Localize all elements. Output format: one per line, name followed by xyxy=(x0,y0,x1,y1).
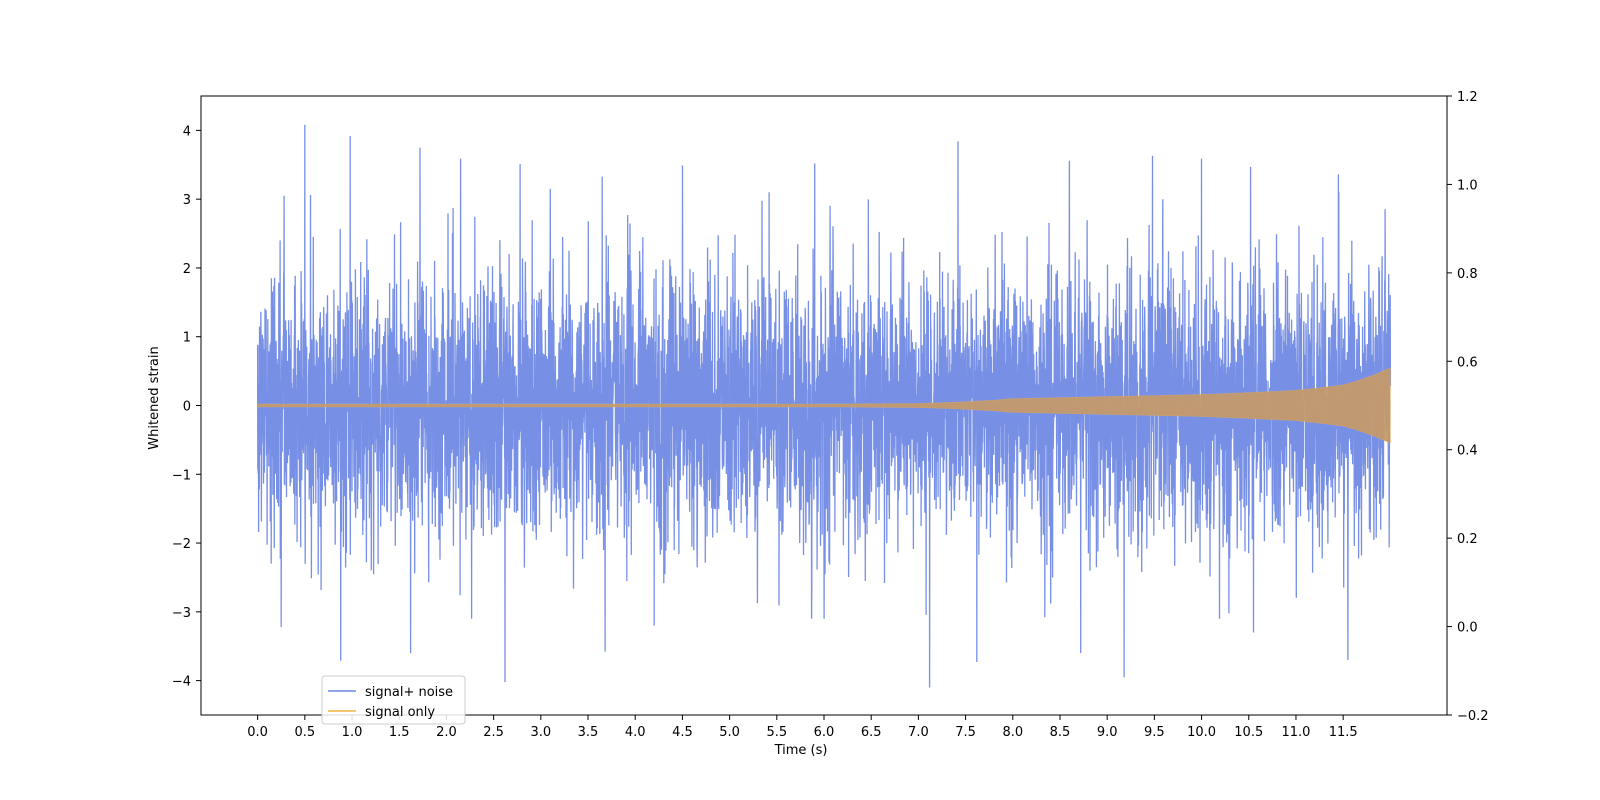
x-tick-label: 8.5 xyxy=(1050,725,1071,740)
y-tick-label: −3 xyxy=(172,606,191,621)
legend: signal+ noise signal only xyxy=(321,675,466,725)
x-tick-label: 6.0 xyxy=(814,725,835,740)
axes: 0.0 0.5 1.0 1.5 2.0 2.5 3.0 3.5 4.0 4.5 5.0 5.5 6.0 6… xyxy=(172,90,1489,740)
x-axis-label: Time (s) xyxy=(774,743,828,758)
x-tick-label: 7.0 xyxy=(908,725,929,740)
x-tick-label: 0.0 xyxy=(247,725,268,740)
y-tick-label: 1 xyxy=(183,331,191,346)
x-tick-label: 9.0 xyxy=(1097,725,1118,740)
y2-tick-label: 0.6 xyxy=(1457,355,1478,370)
y2-tick-label: 0.4 xyxy=(1457,444,1478,459)
y-axis-label: Whitened strain xyxy=(147,346,162,449)
x-tick-label: 6.5 xyxy=(861,725,882,740)
y-tick-label: 3 xyxy=(183,193,191,208)
x-tick-label: 11.0 xyxy=(1281,725,1310,740)
x-tick-label: 7.5 xyxy=(955,725,976,740)
x-tick-label: 1.5 xyxy=(389,725,410,740)
x-tick-label: 8.0 xyxy=(1002,725,1023,740)
y-tick-label: 4 xyxy=(183,124,191,139)
x-tick-label: 4.0 xyxy=(625,725,646,740)
y-tick-label: −2 xyxy=(172,537,191,552)
y-tick-label: 0 xyxy=(183,400,191,415)
legend-label: signal only xyxy=(365,705,435,720)
y-tick-label: 2 xyxy=(183,262,191,277)
plot-area xyxy=(256,124,1392,688)
x-tick-label: 9.5 xyxy=(1144,725,1165,740)
y2-tick-label: 0.8 xyxy=(1457,267,1478,282)
x-tick-label: 3.0 xyxy=(530,725,551,740)
x-tick-label: 10.0 xyxy=(1187,725,1216,740)
legend-box xyxy=(321,675,466,725)
y-tick-label: −1 xyxy=(172,468,191,483)
x-tick-label: 1.0 xyxy=(342,725,363,740)
y2-tick-label: 0.2 xyxy=(1457,532,1478,547)
y2-tick-label: 0.0 xyxy=(1457,621,1478,636)
legend-label: signal+ noise xyxy=(365,685,453,700)
x-tick-label: 3.5 xyxy=(578,725,599,740)
x-tick-label: 4.5 xyxy=(672,725,693,740)
x-tick-label: 5.5 xyxy=(766,725,787,740)
x-tick-label: 5.0 xyxy=(719,725,740,740)
x-tick-label: 10.5 xyxy=(1234,725,1263,740)
y2-tick-label: −0.2 xyxy=(1457,709,1489,724)
x-tick-label: 11.5 xyxy=(1329,725,1358,740)
y2-tick-label: 1.2 xyxy=(1457,90,1478,105)
x-tick-label: 0.5 xyxy=(294,725,315,740)
series-signal-only-line xyxy=(257,367,1391,444)
y2-tick-label: 1.0 xyxy=(1457,178,1478,193)
series-signal-plus-noise-line xyxy=(256,124,1392,688)
x-tick-label: 2.5 xyxy=(483,725,504,740)
y-tick-label: −4 xyxy=(172,675,191,690)
x-tick-label: 2.0 xyxy=(436,725,457,740)
